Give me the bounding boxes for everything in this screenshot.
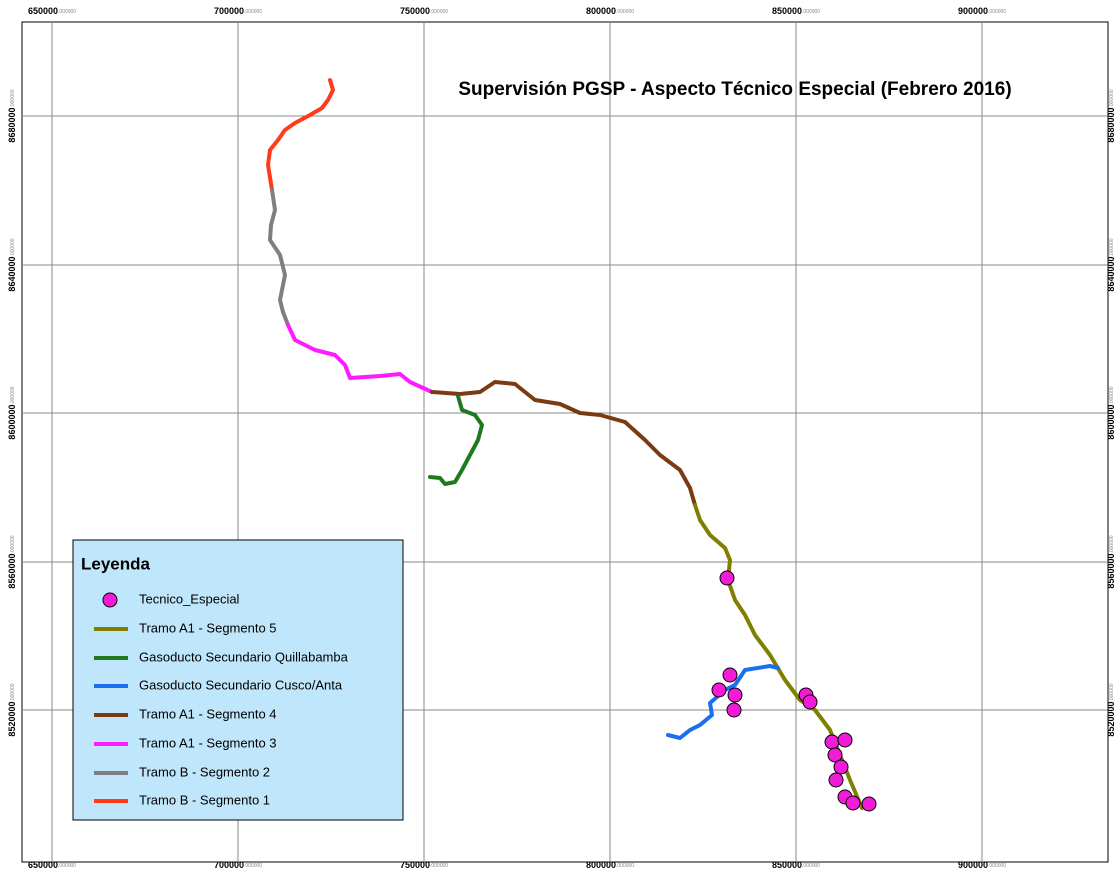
x-tick-label: 650000.000000	[28, 860, 76, 870]
point	[837, 732, 853, 748]
x-tick-label: 650000.000000	[28, 6, 76, 16]
x-tick-label: 900000.000000	[958, 6, 1006, 16]
x-tick-label: 750000.000000	[400, 860, 448, 870]
y-tick-label: 8520000.000000	[1106, 683, 1116, 736]
point	[833, 759, 849, 775]
point	[828, 772, 844, 788]
route-tramo-b-2	[268, 188, 290, 327]
route-cusco-anta	[666, 664, 780, 740]
route-tramo-a1-5	[693, 503, 864, 810]
y-tick-label: 8600000.000000	[7, 386, 17, 439]
y-tick-label: 8680000.000000	[1106, 89, 1116, 142]
points	[711, 570, 877, 812]
point	[861, 796, 877, 812]
point	[827, 747, 843, 763]
point	[711, 682, 727, 698]
x-tick-label: 850000.000000	[772, 860, 820, 870]
y-tick-label: 8640000.000000	[1106, 238, 1116, 291]
y-tick-label: 8600000.000000	[1106, 386, 1116, 439]
y-tick-label: 8560000.000000	[7, 535, 17, 588]
x-tick-label: 750000.000000	[400, 6, 448, 16]
legend-title: Leyenda	[81, 554, 151, 573]
route-tramo-b-1	[266, 78, 335, 192]
point	[726, 702, 742, 718]
point	[845, 795, 861, 811]
legend-label: Tramo B - Segmento 2	[139, 764, 270, 779]
legend-label: Tramo A1 - Segmento 3	[139, 735, 277, 750]
legend-label: Tramo B - Segmento 1	[139, 792, 270, 807]
legend-label: Gasoducto Secundario Cusco/Anta	[139, 677, 343, 692]
route-tramo-a1-4	[430, 380, 697, 507]
legend-label: Gasoducto Secundario Quillabamba	[139, 649, 349, 664]
legend-swatch	[102, 592, 118, 608]
x-tick-label: 800000.000000	[586, 860, 634, 870]
x-tick-label: 850000.000000	[772, 6, 820, 16]
y-tick-label: 8680000.000000	[7, 89, 17, 142]
y-tick-label: 8520000.000000	[7, 683, 17, 736]
legend-label: Tramo A1 - Segmento 5	[139, 620, 277, 635]
legend-label: Tramo A1 - Segmento 4	[139, 706, 277, 721]
x-tick-label: 700000.000000	[214, 860, 262, 870]
route-quillabamba	[428, 394, 484, 486]
map-title: Supervisión PGSP - Aspecto Técnico Espec…	[458, 79, 1011, 100]
y-tick-label: 8560000.000000	[1106, 535, 1116, 588]
point	[722, 667, 738, 683]
point	[802, 694, 818, 710]
x-tick-label: 800000.000000	[586, 6, 634, 16]
x-tick-label: 700000.000000	[214, 6, 262, 16]
y-tick-label: 8640000.000000	[7, 238, 17, 291]
point	[719, 570, 735, 586]
point	[727, 687, 743, 703]
point	[824, 734, 840, 750]
x-tick-label: 900000.000000	[958, 860, 1006, 870]
legend-label: Tecnico_Especial	[139, 591, 240, 606]
route-tramo-a1-3	[286, 323, 434, 394]
